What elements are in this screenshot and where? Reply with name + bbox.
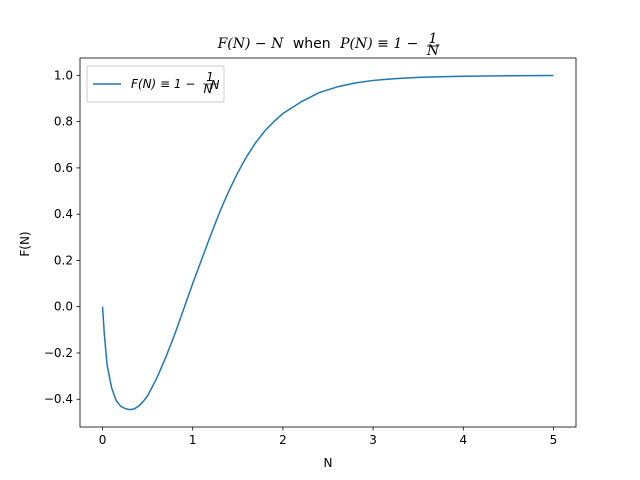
title-fraction: 1 N — [426, 31, 440, 59]
y-tick-label: 0.6 — [54, 161, 73, 175]
title-when: when — [293, 36, 331, 52]
title-frac-den: N — [426, 43, 440, 59]
chart-title: F(N) − N when P(N) ≡ 1 − — [217, 36, 419, 52]
legend: F(N) ≡ 1 − 1 N N — [86, 65, 225, 103]
title-frac-num: 1 — [429, 31, 438, 47]
x-tick-label: 1 — [189, 433, 197, 447]
y-tick-label: −0.4 — [44, 392, 73, 406]
y-tick-label: 0.4 — [54, 207, 73, 221]
x-tick-label: 0 — [99, 433, 107, 447]
y-axis-label: F(N) — [18, 231, 32, 256]
y-tick-label: 0.2 — [54, 253, 73, 267]
x-tick-label: 4 — [459, 433, 467, 447]
y-tick-label: 1.0 — [54, 68, 73, 82]
y-axis-ticks: −0.4 −0.2 0.0 0.2 0.4 0.6 0.8 1.0 — [44, 68, 80, 406]
title-rhs: P(N) ≡ 1 − — [339, 36, 418, 52]
x-axis-ticks: 0 1 2 3 4 5 — [99, 427, 558, 447]
plot-area — [79, 57, 577, 428]
x-axis-label: N — [324, 456, 333, 470]
series-line-0 — [101, 74, 554, 411]
axes-frame — [79, 57, 577, 428]
legend-frac-den-sup: N — [211, 78, 220, 92]
legend-frac-num: 1 — [206, 70, 214, 84]
y-tick-label: −0.2 — [44, 346, 73, 360]
axes-background — [80, 58, 576, 427]
title-lhs: F(N) − N — [217, 36, 285, 52]
legend-frac-den: N — [204, 82, 213, 96]
x-tick-label: 2 — [279, 433, 287, 447]
y-tick-label: 0.8 — [54, 115, 73, 129]
x-tick-label: 3 — [369, 433, 377, 447]
legend-box — [86, 65, 225, 103]
legend-label: F(N) ≡ 1 − — [131, 77, 195, 91]
y-tick-label: 0.0 — [54, 300, 73, 314]
x-tick-label: 5 — [550, 433, 558, 447]
